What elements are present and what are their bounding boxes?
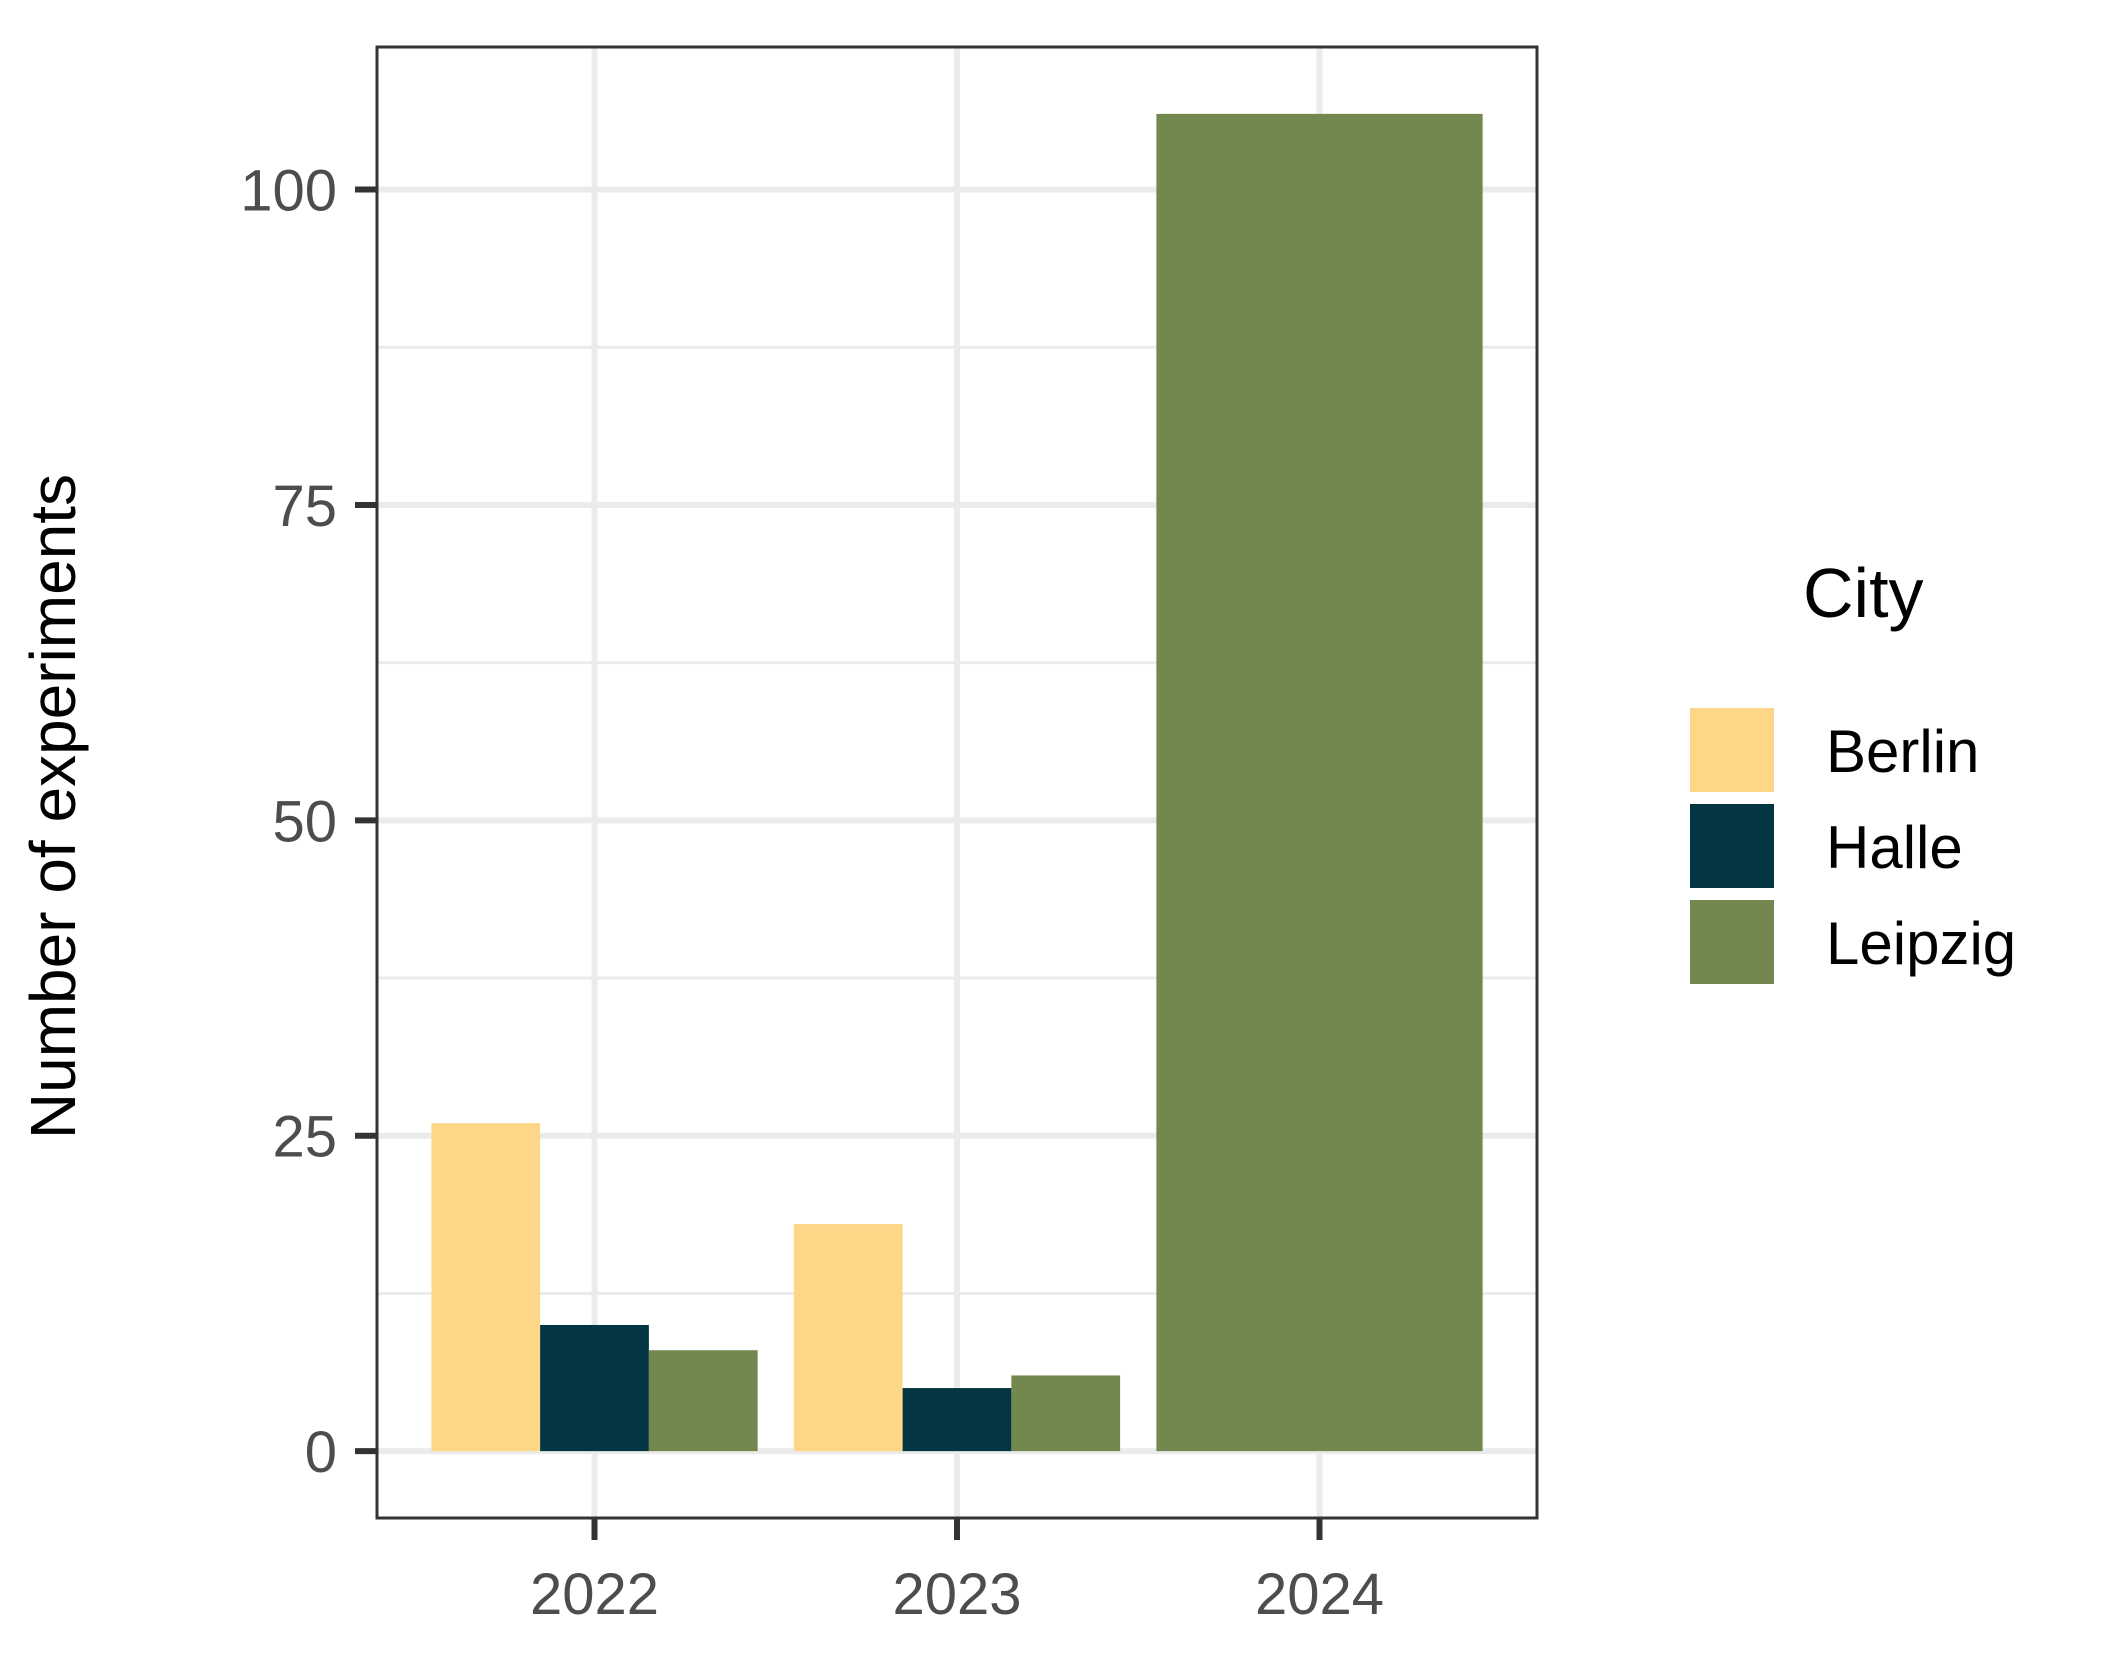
bars <box>431 113 1483 1452</box>
y-tick-label: 75 <box>272 474 337 539</box>
legend: City Berlin Halle Leipzig <box>1690 554 2016 984</box>
bar-leipzig-2024 <box>1156 113 1483 1452</box>
bar-berlin-2022 <box>431 1123 541 1452</box>
legend-label-leipzig: Leipzig <box>1826 910 2016 977</box>
legend-key-berlin <box>1690 708 1774 792</box>
bar-leipzig-2023 <box>1011 1375 1121 1452</box>
y-tick-label: 25 <box>272 1105 337 1170</box>
legend-label-berlin: Berlin <box>1826 718 1979 785</box>
x-tick-label: 2023 <box>892 1562 1021 1627</box>
bar-leipzig-2022 <box>648 1350 758 1452</box>
bar-halle-2022 <box>540 1324 649 1452</box>
legend-label-halle: Halle <box>1826 814 1963 881</box>
y-tick-label: 0 <box>305 1420 337 1485</box>
axes: 0 25 50 75 100 2022 2023 2024 <box>240 159 1384 1627</box>
bar-berlin-2023 <box>793 1224 903 1452</box>
legend-key-halle <box>1690 804 1774 888</box>
y-axis-title: Number of experiments <box>17 474 89 1139</box>
y-tick-label: 50 <box>272 789 337 854</box>
legend-title: City <box>1803 554 1924 632</box>
bar-halle-2023 <box>902 1388 1012 1452</box>
x-tick-label: 2024 <box>1255 1562 1384 1627</box>
legend-key-leipzig <box>1690 900 1774 984</box>
legend-items: Berlin Halle Leipzig <box>1690 708 2016 984</box>
y-tick-label: 100 <box>240 159 337 224</box>
x-tick-label: 2022 <box>530 1562 659 1627</box>
